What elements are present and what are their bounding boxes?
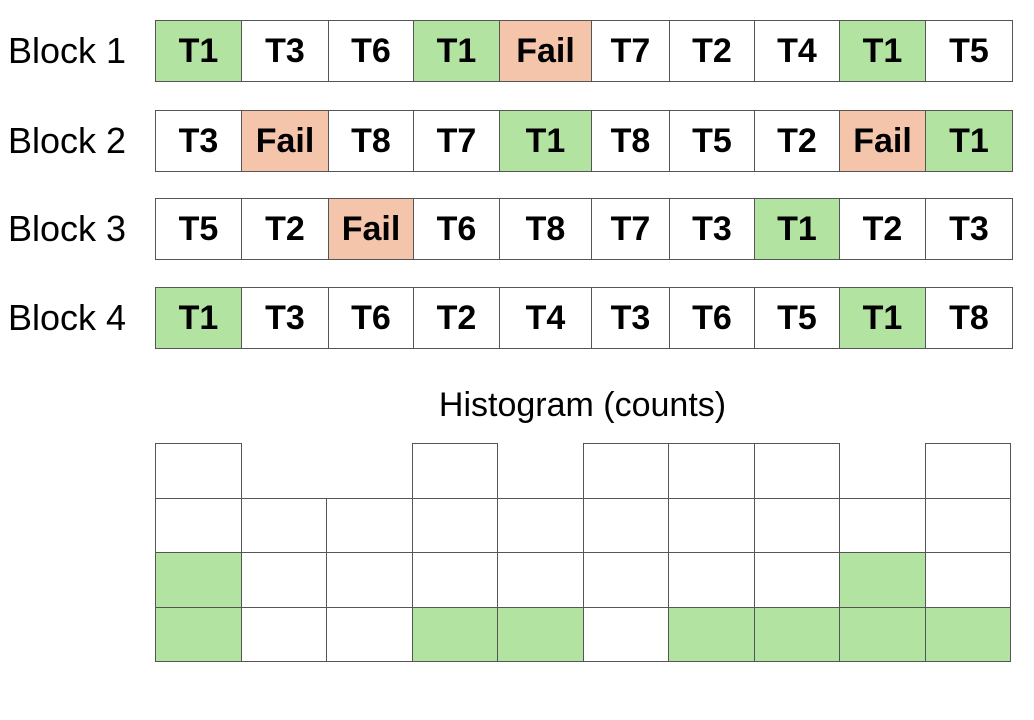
trial-cell: T5	[926, 21, 1013, 81]
histogram-empty-cell	[411, 552, 498, 608]
histogram-empty-cell	[497, 552, 584, 608]
histogram-empty-cell	[582, 606, 669, 662]
trial-cell: T3	[156, 111, 242, 171]
block-label: Block 1	[8, 30, 127, 71]
histogram-filled-cell	[411, 606, 498, 662]
t1-cell: T1	[755, 199, 840, 259]
trial-cell: T8	[500, 199, 592, 259]
trial-cell: T7	[592, 199, 670, 259]
fail-cell: Fail	[329, 199, 414, 259]
trial-cell: T2	[755, 111, 840, 171]
fail-cell: Fail	[242, 111, 329, 171]
trial-cell: T2	[670, 21, 755, 81]
trial-cell: T8	[926, 288, 1013, 348]
trial-cell: T2	[840, 199, 926, 259]
t1-cell: T1	[500, 111, 592, 171]
histogram-empty-cell	[497, 497, 584, 553]
block-label: Block 4	[8, 297, 127, 338]
histogram-empty-cell	[411, 497, 498, 553]
trial-cell: T6	[329, 288, 414, 348]
fail-cell: Fail	[500, 21, 592, 81]
histogram-empty-cell	[240, 606, 327, 662]
histogram-empty-cell	[839, 497, 926, 553]
trial-cell: T2	[242, 199, 329, 259]
histogram-empty-cell	[240, 497, 327, 553]
trial-cell: T5	[755, 288, 840, 348]
trial-cell: T3	[670, 199, 755, 259]
histogram-grid	[155, 443, 1011, 662]
histogram-filled-cell	[155, 552, 242, 608]
histogram-empty-cell	[668, 443, 755, 499]
trial-cell: T4	[755, 21, 840, 81]
t1-cell: T1	[156, 21, 242, 81]
block-row: Block 4 T1 T3 T6 T2 T4 T3 T6 T5 T1 T8	[0, 287, 1034, 349]
histogram-empty-cell	[326, 552, 413, 608]
histogram-empty-cell	[668, 552, 755, 608]
trial-cell: T8	[592, 111, 670, 171]
block-cells: T3 Fail T8 T7 T1 T8 T5 T2 Fail T1	[155, 110, 1013, 172]
histogram-empty-cell	[668, 497, 755, 553]
histogram-filled-cell	[839, 606, 926, 662]
histogram-empty-cell	[582, 443, 669, 499]
block-cells: T5 T2 Fail T6 T8 T7 T3 T1 T2 T3	[155, 198, 1013, 260]
trial-cell: T3	[242, 21, 329, 81]
trial-cell: T5	[670, 111, 755, 171]
histogram-empty-cell	[924, 497, 1011, 553]
fail-cell: Fail	[840, 111, 926, 171]
block-row: Block 1 T1 T3 T6 T1 Fail T7 T2 T4 T1 T5	[0, 20, 1034, 82]
trial-cell: T2	[414, 288, 500, 348]
histogram-empty-cell	[326, 606, 413, 662]
block-label: Block 2	[8, 120, 127, 161]
trial-cell: T3	[242, 288, 329, 348]
histogram-empty-cell	[582, 497, 669, 553]
histogram-filled-cell	[155, 606, 242, 662]
t1-cell: T1	[156, 288, 242, 348]
trial-cell: T6	[670, 288, 755, 348]
histogram-empty-cell	[582, 552, 669, 608]
histogram-filled-cell	[753, 606, 840, 662]
trial-cell: T7	[592, 21, 670, 81]
histogram-empty-cell	[924, 443, 1011, 499]
trial-cell: T5	[156, 199, 242, 259]
histogram-filled-cell	[497, 606, 584, 662]
t1-cell: T1	[414, 21, 500, 81]
block-cells: T1 T3 T6 T2 T4 T3 T6 T5 T1 T8	[155, 287, 1013, 349]
histogram-empty-cell	[753, 497, 840, 553]
trial-cell: T3	[926, 199, 1013, 259]
histogram-filled-cell	[839, 552, 926, 608]
t1-cell: T1	[926, 111, 1013, 171]
histogram-empty-cell	[240, 552, 327, 608]
trial-cell: T7	[414, 111, 500, 171]
block-row: Block 3 T5 T2 Fail T6 T8 T7 T3 T1 T2 T3	[0, 198, 1034, 260]
trial-cell: T3	[592, 288, 670, 348]
histogram-empty-cell	[753, 443, 840, 499]
trial-cell: T6	[329, 21, 414, 81]
trial-cell: T8	[329, 111, 414, 171]
histogram-filled-cell	[924, 606, 1011, 662]
histogram-empty-cell	[411, 443, 498, 499]
block-label: Block 3	[8, 208, 127, 249]
histogram-title: Histogram (counts)	[438, 386, 727, 424]
trial-cell: T6	[414, 199, 500, 259]
block-row: Block 2 T3 Fail T8 T7 T1 T8 T5 T2 Fail T1	[0, 110, 1034, 172]
histogram-empty-cell	[924, 552, 1011, 608]
histogram-empty-cell	[155, 443, 242, 499]
block-cells: T1 T3 T6 T1 Fail T7 T2 T4 T1 T5	[155, 20, 1013, 82]
trial-cell: T4	[500, 288, 592, 348]
histogram-empty-cell	[753, 552, 840, 608]
t1-cell: T1	[840, 288, 926, 348]
histogram-empty-cell	[326, 497, 413, 553]
t1-cell: T1	[840, 21, 926, 81]
histogram-empty-cell	[155, 497, 242, 553]
histogram-filled-cell	[668, 606, 755, 662]
